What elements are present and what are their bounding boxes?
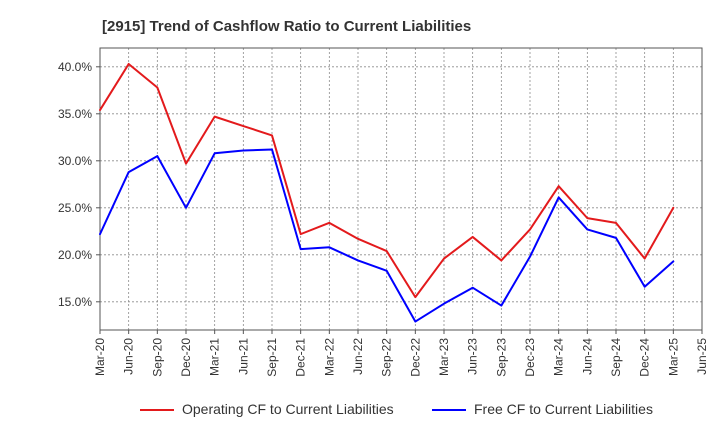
y-tick-label: 25.0% [58, 201, 92, 215]
x-tick-label: Sep-20 [150, 338, 164, 377]
x-tick-label: Mar-25 [666, 338, 680, 376]
x-tick-label: Jun-21 [236, 338, 250, 375]
x-tick-label: Dec-23 [523, 338, 537, 377]
series-line-operating-cf [99, 62, 675, 299]
y-tick-label: 20.0% [58, 248, 92, 262]
x-tick-label: Jun-23 [466, 338, 480, 375]
x-tick-label: Sep-24 [609, 338, 623, 377]
chart-title: [2915] Trend of Cashflow Ratio to Curren… [102, 18, 471, 35]
series-line-free-cf [99, 148, 675, 323]
x-tick-label: Dec-21 [294, 338, 308, 377]
legend-label: Operating CF to Current Liabilities [182, 401, 394, 417]
legend-label: Free CF to Current Liabilities [474, 401, 653, 417]
x-tick-label: Sep-22 [380, 338, 394, 377]
y-tick-label: 35.0% [58, 107, 92, 121]
x-tick-label: Jun-25 [695, 338, 709, 375]
legend: Operating CF to Current Liabilities Free … [140, 401, 653, 417]
x-tick-label: Sep-23 [494, 338, 508, 377]
x-tick-label: Mar-23 [437, 338, 451, 376]
x-tick-label: Mar-22 [322, 338, 336, 376]
x-tick-label: Dec-24 [638, 338, 652, 377]
x-tick-label: Mar-20 [93, 338, 107, 376]
plot-frame [99, 47, 703, 331]
plot-area: 15.0% 20.0% 25.0% 30.0% 35.0% 40.0% Mar-20 Jun-… [58, 47, 709, 377]
x-tick-label: Sep-21 [265, 338, 279, 377]
x-tick-label: Mar-24 [552, 338, 566, 376]
x-tick-label: Dec-22 [408, 338, 422, 377]
y-tick-label: 40.0% [58, 60, 92, 74]
x-tick-label: Mar-21 [208, 338, 222, 376]
y-tick-label: 30.0% [58, 154, 92, 168]
y-tick-label: 15.0% [58, 295, 92, 309]
x-tick-label: Dec-20 [179, 338, 193, 377]
x-tick-label: Jun-24 [580, 338, 594, 375]
x-tick-label: Jun-22 [351, 338, 365, 375]
x-tick-label: Jun-20 [122, 338, 136, 375]
